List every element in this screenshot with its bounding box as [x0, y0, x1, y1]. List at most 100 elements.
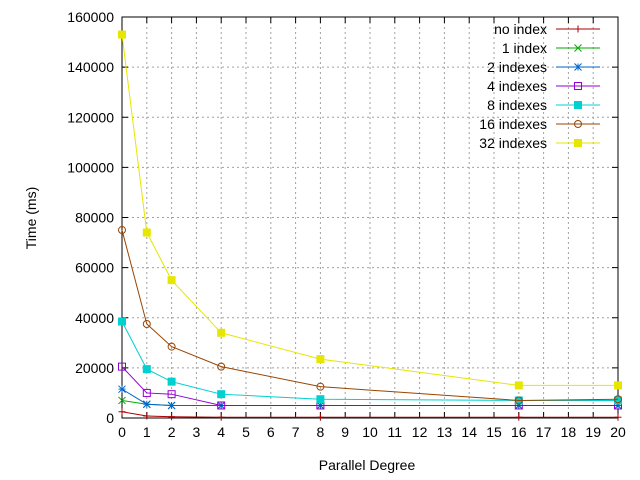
- x-tick-label: 9: [341, 424, 349, 440]
- x-axis-label: Parallel Degree: [319, 457, 416, 473]
- legend-label: 16 indexes: [479, 116, 547, 132]
- x-tick-label: 13: [437, 424, 453, 440]
- data-point: [142, 320, 151, 329]
- x-tick-label: 10: [362, 424, 378, 440]
- data-point: [614, 395, 622, 404]
- data-point: [167, 390, 176, 399]
- x-tick-label: 11: [388, 424, 403, 440]
- data-point: [217, 362, 226, 371]
- data-point: [514, 381, 523, 390]
- x-tick-label: 18: [561, 424, 577, 440]
- legend-entry: 1 index: [502, 40, 600, 56]
- data-point: [118, 226, 126, 235]
- data-point: [217, 390, 226, 399]
- data-point: [118, 30, 126, 39]
- legend-entry: 2 indexes: [487, 59, 600, 75]
- data-point: [574, 101, 582, 109]
- y-axis-label: Time (ms): [23, 187, 39, 249]
- data-point: [574, 63, 582, 71]
- data-point: [167, 401, 176, 410]
- data-point: [574, 139, 582, 147]
- legend-label: 32 indexes: [479, 135, 547, 151]
- x-tick-label: 2: [168, 424, 176, 440]
- data-point: [167, 276, 176, 285]
- legend-entry: no index: [494, 21, 600, 37]
- y-tick-label: 40000: [75, 310, 114, 326]
- data-point: [316, 382, 325, 391]
- data-point: [574, 44, 582, 52]
- series-line: [121, 229, 619, 401]
- data-point: [142, 388, 151, 397]
- data-point: [316, 355, 325, 364]
- legend-label: no index: [494, 21, 547, 37]
- legend-entry: 4 indexes: [487, 78, 600, 94]
- data-point: [614, 413, 622, 421]
- legend-label: 2 indexes: [487, 59, 547, 75]
- data-point: [316, 413, 324, 421]
- data-point: [118, 396, 126, 405]
- series-4-indexes: [118, 362, 622, 410]
- data-point: [142, 400, 151, 409]
- y-tick-label: 80000: [75, 210, 114, 226]
- y-tick-label: 0: [106, 410, 114, 426]
- data-point: [143, 412, 151, 420]
- legend-entry: 8 indexes: [487, 97, 600, 113]
- series-16-indexes: [118, 226, 622, 405]
- data-point: [217, 328, 226, 337]
- x-tick-label: 5: [242, 424, 250, 440]
- legend-entry: 16 indexes: [479, 116, 600, 132]
- y-tick-label: 140000: [67, 59, 114, 75]
- x-tick-label: 12: [412, 424, 428, 440]
- x-tick-label: 3: [193, 424, 201, 440]
- x-tick-label: 16: [511, 424, 527, 440]
- data-point: [118, 385, 126, 394]
- y-tick-label: 20000: [75, 360, 114, 376]
- legend-label: 8 indexes: [487, 97, 547, 113]
- data-point: [118, 362, 126, 371]
- legend: no index 1 index 2 indexes 4 indexes 8 index…: [479, 21, 600, 151]
- data-point: [574, 25, 582, 33]
- x-tick-label: 0: [118, 424, 126, 440]
- x-tick-labels: 0 1 2 3 4 5 6 7 8 9 10 11 12 13 14 15 16 17 18 19 20: [118, 424, 626, 440]
- y-tick-labels: 0 20000 40000 60000 80000 100000 120000 140000 1…: [67, 9, 114, 426]
- data-point: [574, 120, 582, 128]
- x-tick-label: 7: [292, 424, 300, 440]
- legend-entry: 32 indexes: [479, 135, 600, 151]
- data-point: [118, 317, 126, 326]
- series-no-index: [118, 408, 622, 421]
- x-tick-label: 17: [536, 424, 552, 440]
- plot-frame: [121, 16, 619, 419]
- y-tick-label: 60000: [75, 260, 114, 276]
- x-tick-label: 6: [267, 424, 275, 440]
- data-point: [142, 365, 151, 374]
- series: [118, 30, 622, 421]
- x-tick-label: 4: [217, 424, 225, 440]
- data-point: [167, 377, 176, 386]
- data-point: [118, 408, 126, 416]
- data-point: [574, 82, 582, 90]
- x-tick-label: 14: [461, 424, 477, 440]
- y-tick-label: 120000: [67, 109, 114, 125]
- x-tick-label: 1: [143, 424, 151, 440]
- data-point: [514, 396, 523, 405]
- y-tick-label: 100000: [67, 159, 114, 175]
- x-tick-label: 15: [486, 424, 502, 440]
- grid-lines: [122, 17, 618, 418]
- legend-label: 4 indexes: [487, 78, 547, 94]
- series-line: [121, 366, 618, 406]
- data-point: [142, 228, 151, 237]
- data-point: [217, 413, 225, 421]
- x-tick-label: 19: [585, 424, 601, 440]
- legend-label: 1 index: [502, 40, 547, 56]
- data-point: [168, 413, 176, 421]
- data-point: [167, 342, 176, 351]
- series-8-indexes: [118, 317, 622, 405]
- data-point: [614, 381, 622, 390]
- x-tick-label: 8: [317, 424, 325, 440]
- series-32-indexes: [118, 30, 622, 390]
- x-tick-label: 20: [610, 424, 626, 440]
- data-point: [217, 401, 226, 410]
- data-point: [316, 395, 325, 404]
- data-point: [515, 413, 523, 421]
